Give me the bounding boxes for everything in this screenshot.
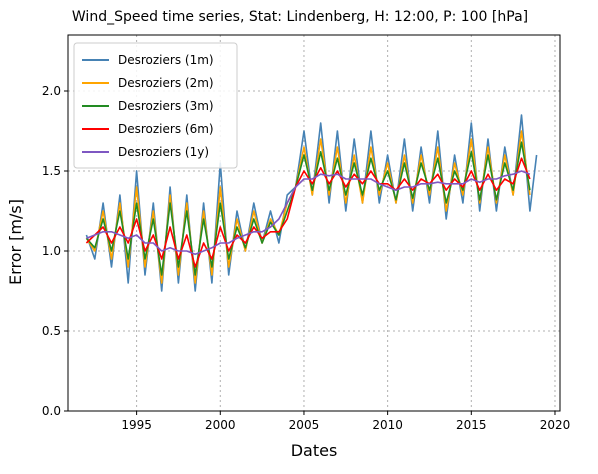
legend-box [73, 42, 238, 169]
x-tick-label: 2000 [205, 418, 236, 432]
legend-label: Desroziers (1y) [118, 145, 209, 159]
legend-label: Desroziers (1m) [118, 53, 214, 67]
x-tick-label: 2005 [289, 418, 320, 432]
x-tick-label: 2015 [456, 418, 487, 432]
x-tick-label: 2010 [372, 418, 403, 432]
chart-title: Wind_Speed time series, Stat: Lindenberg… [72, 9, 528, 25]
series-line-5 [86, 170, 531, 255]
plot-area-frame [67, 34, 561, 412]
legend-label: Desroziers (6m) [118, 122, 214, 136]
x-tick-label: 2020 [540, 418, 571, 432]
series-line-4 [85, 157, 531, 268]
y-tick-label: 1.5 [42, 164, 61, 178]
series-line-3 [85, 141, 531, 276]
y-axis-label: Error [m/s] [6, 199, 25, 285]
y-tick-label: 1.0 [42, 244, 61, 258]
y-tick-label: 0.0 [42, 404, 61, 418]
legend-label: Desroziers (3m) [118, 99, 214, 113]
legend: Desroziers (1m) Desroziers (2m) Desroziers… [73, 42, 238, 169]
legend-label: Desroziers (2m) [118, 76, 214, 90]
y-tick-label: 0.5 [42, 324, 61, 338]
x-tick-label: 1995 [121, 418, 152, 432]
axis-ticks: 1995 2000 2005 2010 2015 2020 0.0 0.5 1.0 1.5 2.0 [42, 84, 570, 432]
x-axis-label: Dates [291, 441, 338, 460]
series-lines [85, 114, 538, 292]
y-tick-label: 2.0 [42, 84, 61, 98]
